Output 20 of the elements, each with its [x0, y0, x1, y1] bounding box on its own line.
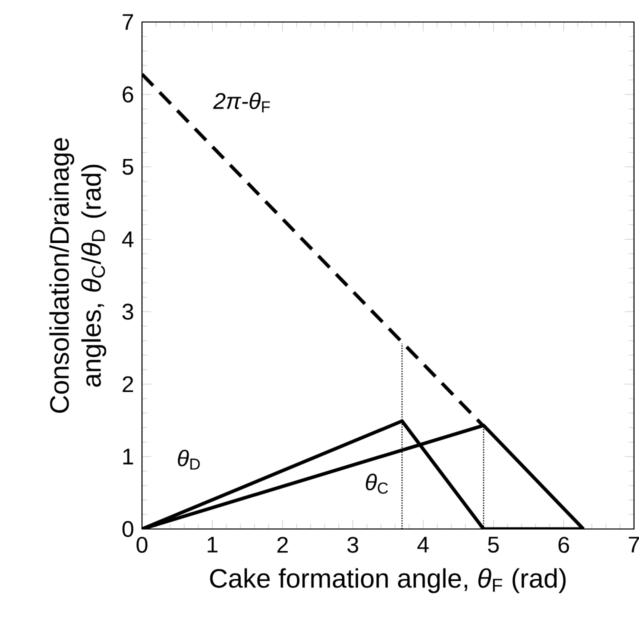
- x-tick-label: 1: [208, 536, 218, 552]
- x-tick-label: 4: [417, 536, 429, 552]
- x-tick-label: 6: [558, 536, 570, 553]
- y-tick-label: 0: [122, 520, 134, 538]
- y-tick-label: 2: [122, 376, 134, 392]
- series-label: 2π-θ$_{F}$: [213, 92, 270, 112]
- y-tick-label: 6: [122, 86, 134, 102]
- x-tick-label: 0: [136, 536, 148, 553]
- x-tick-label: 5: [488, 536, 499, 553]
- x-axis-title: Cake formation angle, θ$_{F}$ (rad): [210, 568, 566, 594]
- series-label: θ$_{D}$: [178, 450, 200, 470]
- y-tick-label: 5: [122, 158, 134, 175]
- x-tick-label: 2: [277, 536, 288, 553]
- y-tick-label: 7: [122, 14, 134, 30]
- series-label: θ$_{C}$: [366, 474, 388, 494]
- y-tick-label: 3: [122, 304, 134, 320]
- x-tick-label: 7: [628, 536, 639, 552]
- y-tick-label: 4: [122, 231, 134, 248]
- y-tick-label: 1: [123, 448, 134, 464]
- x-tick-label: 3: [347, 536, 358, 553]
